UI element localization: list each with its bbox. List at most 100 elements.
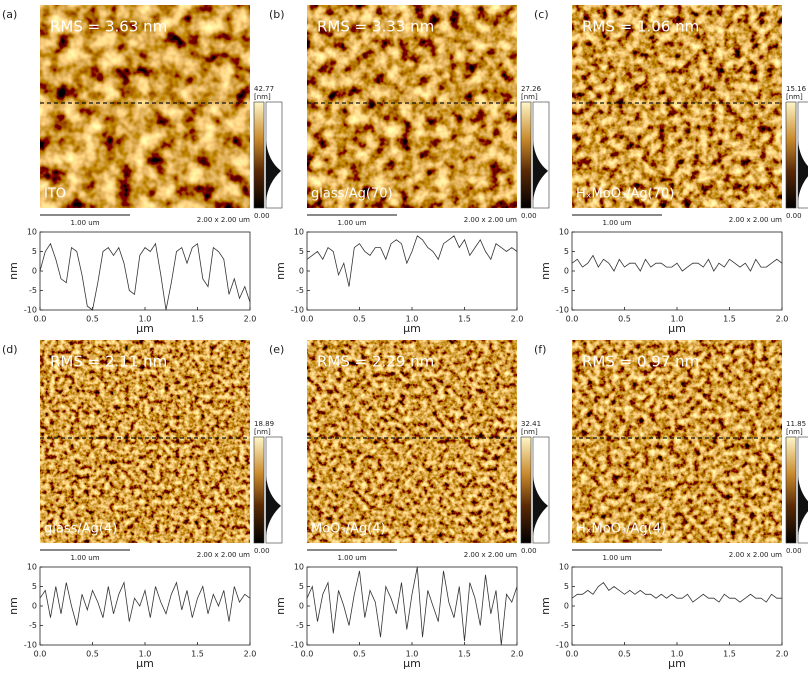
histogram [798, 140, 808, 201]
scan-size: 2.00 x 2.00 um [197, 216, 250, 224]
sample-label: HₓMoO₃/Ag(70) [576, 187, 674, 202]
x-tick-label: 1.0 [406, 315, 419, 324]
y-axis-label: nm [7, 597, 20, 615]
sample-label: ITO [44, 187, 66, 202]
y-tick-label: -10 [556, 641, 569, 650]
x-tick-label: 2.0 [244, 650, 257, 659]
y-tick-label: -5 [29, 286, 37, 295]
x-tick-label: 0.5 [618, 315, 631, 324]
x-axis-label: µm [668, 322, 686, 335]
x-tick-label: 0.0 [566, 650, 579, 659]
profile-line [39, 581, 251, 626]
y-tick-label: -5 [29, 621, 37, 630]
profile-line [306, 235, 518, 287]
colorbar [785, 101, 797, 209]
x-axis-label: µm [136, 657, 154, 670]
colorbar-max: 11.85 [786, 420, 806, 428]
x-tick-label: 1.5 [191, 650, 204, 659]
scale-bar-label: 1.00 um [337, 219, 366, 227]
afm-texture [307, 5, 517, 208]
afm-texture [307, 340, 517, 543]
x-tick-label: 0.0 [301, 315, 314, 324]
scale-bar-label: 1.00 um [602, 554, 631, 562]
panel-label: (d) [2, 343, 18, 356]
rms-label: RMS = 2.11 nm [50, 353, 167, 371]
x-tick-label: 2.0 [511, 650, 524, 659]
profile-line [306, 566, 518, 646]
y-tick-label: -10 [556, 306, 569, 315]
x-tick-label: 1.0 [139, 650, 152, 659]
x-tick-label: 1.0 [671, 650, 684, 659]
colorbar-min: 0.00 [254, 547, 270, 555]
scale-bar-label: 1.00 um [70, 554, 99, 562]
colorbar-min: 0.00 [786, 547, 802, 555]
x-tick-label: 0.0 [301, 650, 314, 659]
scan-size: 2.00 x 2.00 um [729, 216, 782, 224]
y-axis-label: nm [539, 597, 552, 615]
scan-size: 2.00 x 2.00 um [729, 551, 782, 559]
colorbar [520, 436, 532, 544]
scale-bar-label: 1.00 um [602, 219, 631, 227]
colorbar [785, 436, 797, 544]
x-tick-label: 2.0 [511, 315, 524, 324]
x-axis-label: µm [403, 322, 421, 335]
rms-label: RMS = 1.06 nm [582, 18, 699, 36]
y-tick-label: 10 [27, 563, 37, 572]
sample-label: HₓMoO₃/Ag(4) [576, 522, 666, 537]
x-tick-label: 1.5 [458, 315, 471, 324]
plot-frame [571, 566, 783, 646]
scan-size: 2.00 x 2.00 um [464, 216, 517, 224]
scan-size: 2.00 x 2.00 um [464, 551, 517, 559]
rms-label: RMS = 3.63 nm [50, 18, 167, 36]
x-tick-label: 0.0 [34, 650, 47, 659]
panel-label: (a) [2, 8, 17, 21]
profile-line [39, 242, 251, 311]
y-tick-label: 10 [294, 228, 304, 237]
y-tick-label: 10 [559, 563, 569, 572]
y-tick-label: -5 [296, 286, 304, 295]
y-tick-label: 5 [32, 582, 37, 591]
rms-label: RMS = 3.33 nm [317, 18, 434, 36]
scan-size: 2.00 x 2.00 um [197, 551, 250, 559]
colorbar-unit: [nm] [254, 428, 271, 436]
profile-line [571, 254, 783, 272]
y-tick-label: 0 [32, 602, 37, 611]
colorbar-unit: [nm] [254, 93, 271, 101]
colorbar-max: 18.89 [254, 420, 274, 428]
y-tick-label: -10 [24, 306, 37, 315]
y-tick-label: 0 [564, 602, 569, 611]
x-tick-label: 1.5 [723, 315, 736, 324]
scale-bar-label: 1.00 um [70, 219, 99, 227]
x-tick-label: 0.5 [86, 650, 99, 659]
x-tick-label: 0.5 [353, 315, 366, 324]
rms-label: RMS = 2.29 nm [317, 353, 434, 371]
afm-texture [40, 340, 250, 543]
y-tick-label: 10 [27, 228, 37, 237]
x-tick-label: 0.0 [34, 315, 47, 324]
y-tick-label: 0 [32, 267, 37, 276]
colorbar [253, 101, 265, 209]
panel-label: (b) [269, 8, 285, 21]
panel-label: (e) [269, 343, 284, 356]
afm-texture [40, 5, 250, 208]
colorbar [520, 101, 532, 209]
y-tick-label: -5 [561, 621, 569, 630]
y-tick-label: 5 [32, 247, 37, 256]
y-axis-label: nm [539, 262, 552, 280]
y-tick-label: -5 [561, 286, 569, 295]
y-axis-label: nm [274, 597, 287, 615]
x-axis-label: µm [403, 657, 421, 670]
sample-label: glass/Ag(4) [44, 522, 117, 537]
y-tick-label: 0 [564, 267, 569, 276]
colorbar-unit: [nm] [521, 93, 538, 101]
y-tick-label: 5 [299, 582, 304, 591]
x-tick-label: 1.0 [406, 650, 419, 659]
x-tick-label: 2.0 [244, 315, 257, 324]
x-tick-label: 0.5 [618, 650, 631, 659]
y-axis-label: nm [274, 262, 287, 280]
colorbar-max: 15.16 [786, 85, 807, 93]
x-axis-label: µm [136, 322, 154, 335]
histogram [266, 475, 281, 536]
y-tick-label: 0 [299, 602, 304, 611]
plot-frame [306, 231, 518, 311]
